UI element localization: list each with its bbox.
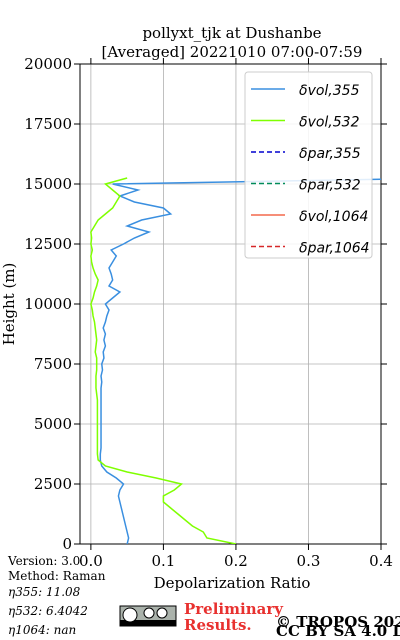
legend-label: δvol,1064 (299, 209, 368, 225)
plot-frame (79, 63, 382, 545)
legend-label: δvol,532 (299, 115, 360, 131)
x-axis-label: Depolarization Ratio (154, 574, 311, 592)
info-text: η532: 6.4042 (8, 604, 88, 618)
legend-label: δpar,532 (299, 178, 361, 194)
info-text: η1064: nan (8, 623, 76, 637)
y-tick-label: 12500 (24, 235, 72, 253)
license-text: CC BY SA 4.0 License. (276, 622, 400, 640)
y-tick-label: 0 (62, 535, 72, 553)
legend-label: δvol,355 (299, 83, 360, 99)
x-tick-label: 0.0 (79, 552, 103, 570)
preliminary-word: Results. (184, 616, 252, 634)
y-tick-label: 7500 (34, 355, 72, 373)
plot-area (90, 177, 381, 544)
y-axis-label: Height (m) (0, 263, 18, 346)
x-tick-label: 0.2 (224, 552, 248, 570)
x-tick-label: 0.3 (297, 552, 321, 570)
y-tick-label: 17500 (24, 115, 72, 133)
chart-subtitle: [Averaged] 20221010 07:00-07:59 (102, 43, 363, 61)
info-text: η355: 11.08 (8, 585, 81, 599)
y-tick-label: 2500 (34, 475, 72, 493)
y-tick-label: 20000 (24, 55, 72, 73)
info-text: Version: 3.0 (7, 554, 80, 568)
chart-title: pollyxt_tjk at Dushanbe (142, 24, 321, 42)
y-tick-label: 5000 (34, 415, 72, 433)
legend-label: δpar,355 (299, 146, 361, 162)
legend-box (244, 71, 373, 259)
info-text: Method: Raman (8, 569, 106, 583)
x-tick-label: 0.4 (369, 552, 393, 570)
legend-label: δpar,1064 (299, 241, 370, 257)
data-line (90, 177, 237, 544)
data-line (99, 178, 381, 544)
preliminary-text: Preliminary Results. (184, 600, 284, 634)
y-tick-label: 10000 (24, 295, 72, 313)
cc-logo (119, 605, 177, 627)
preliminary-word: Preliminary (184, 600, 284, 618)
x-tick-label: 0.1 (151, 552, 175, 570)
copyright-text: © TROPOS 2022. (276, 613, 400, 631)
y-tick-label: 15000 (24, 175, 72, 193)
